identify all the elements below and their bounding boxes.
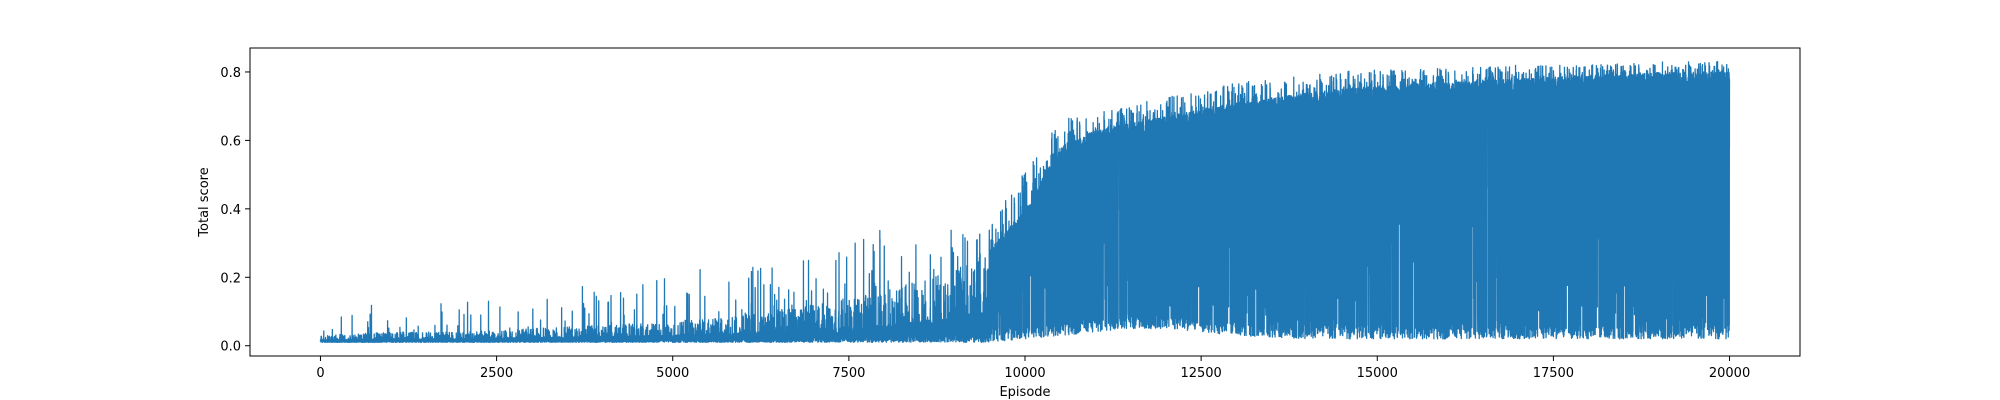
x-tick-label: 2500: [480, 366, 513, 381]
y-tick-label: 0.4: [220, 203, 241, 218]
x-tick-label: 17500: [1533, 366, 1574, 381]
x-tick-label: 12500: [1180, 366, 1221, 381]
score-series-line: [319, 61, 1731, 343]
x-tick-label: 5000: [656, 366, 689, 381]
y-axis: 0.0 0.2 0.4 0.6 0.8: [220, 66, 250, 355]
y-tick-label: 0.8: [220, 66, 241, 81]
y-tick-label: 0.2: [220, 271, 241, 286]
x-tick-label: 10000: [1004, 366, 1045, 381]
x-tick-label: 7500: [832, 366, 865, 381]
series-layer: [319, 61, 1731, 343]
x-axis-label: Episode: [999, 385, 1050, 400]
x-tick-label: 0: [316, 366, 324, 381]
x-tick-label: 20000: [1709, 366, 1750, 381]
x-axis: 0 2500 5000 7500 10000 12500 15000 17500 20000: [316, 356, 1750, 381]
y-axis-label: Total score: [197, 167, 212, 237]
y-tick-label: 0.0: [220, 340, 241, 355]
y-tick-label: 0.6: [220, 134, 241, 149]
x-tick-label: 15000: [1357, 366, 1398, 381]
